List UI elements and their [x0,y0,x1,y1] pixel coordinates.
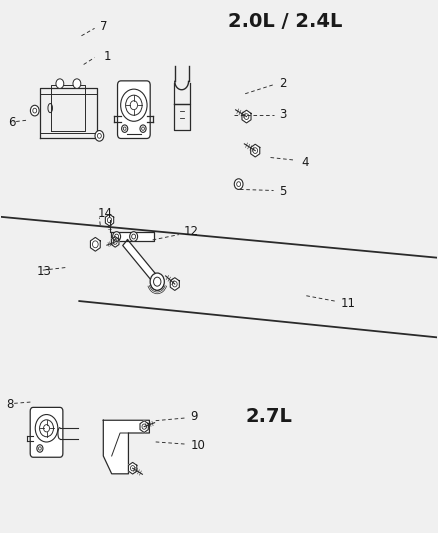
Circle shape [30,106,39,116]
Text: 13: 13 [36,265,51,278]
Circle shape [95,131,104,141]
Text: 8: 8 [6,398,13,411]
Circle shape [56,79,64,88]
Text: 14: 14 [98,207,113,220]
Circle shape [35,415,58,442]
Polygon shape [111,237,119,247]
Polygon shape [103,420,149,474]
Text: 1: 1 [103,50,111,63]
Circle shape [37,445,43,452]
Text: 4: 4 [301,156,309,169]
Circle shape [130,232,138,241]
Polygon shape [251,144,260,157]
Polygon shape [140,421,148,432]
FancyBboxPatch shape [117,81,150,139]
Circle shape [234,179,243,189]
Circle shape [140,125,146,132]
Text: 2: 2 [279,77,287,90]
Polygon shape [242,110,251,123]
Circle shape [73,79,81,88]
Polygon shape [111,232,153,241]
Circle shape [122,125,128,132]
Text: 5: 5 [279,185,286,198]
Circle shape [120,89,147,122]
Text: 9: 9 [191,410,198,423]
FancyBboxPatch shape [30,407,63,457]
Polygon shape [123,240,159,285]
Text: 12: 12 [184,225,199,238]
Text: 10: 10 [191,439,205,452]
Text: 2.0L / 2.4L: 2.0L / 2.4L [228,12,342,31]
Circle shape [113,232,120,241]
Text: 7: 7 [100,20,108,33]
Text: 3: 3 [279,109,286,122]
Polygon shape [170,278,179,290]
Circle shape [150,273,164,290]
Polygon shape [106,214,114,226]
Polygon shape [128,462,137,474]
Polygon shape [90,237,100,251]
Text: 2.7L: 2.7L [245,407,292,426]
Text: 6: 6 [9,117,16,130]
Text: 11: 11 [340,297,355,310]
